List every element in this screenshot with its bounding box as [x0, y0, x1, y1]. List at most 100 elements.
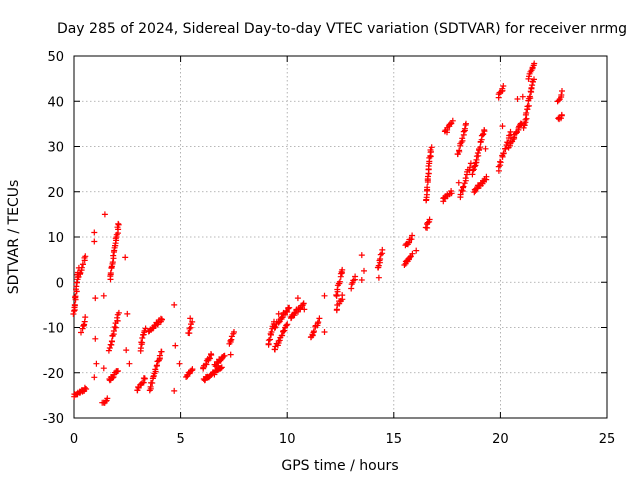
data-point [271, 346, 278, 353]
data-point [361, 267, 367, 274]
data-point [377, 251, 384, 258]
data-point [407, 254, 414, 260]
data-point [152, 366, 159, 373]
data-point [267, 336, 273, 343]
data-point [283, 322, 290, 329]
data-point [339, 292, 346, 299]
grid-layer [74, 56, 607, 418]
data-layer [70, 60, 565, 406]
data-point [409, 232, 416, 239]
data-point [333, 292, 340, 298]
data-point [375, 262, 382, 269]
data-point [426, 216, 433, 223]
y-tick-label: -10 [43, 322, 64, 337]
data-point [141, 375, 148, 382]
data-point [294, 295, 301, 302]
data-point [531, 60, 538, 67]
data-point [189, 366, 196, 373]
data-point [460, 183, 467, 190]
x-tick-label: 25 [599, 432, 616, 447]
data-point [358, 252, 365, 259]
data-point [114, 314, 121, 321]
data-point [507, 128, 514, 135]
data-point [279, 332, 286, 339]
data-point [482, 145, 489, 152]
data-point [71, 301, 78, 308]
data-point [525, 102, 532, 109]
data-point [311, 328, 317, 335]
x-tick-label: 5 [176, 432, 184, 447]
data-point [377, 256, 384, 262]
data-point [559, 88, 565, 94]
y-tick-label: -20 [43, 367, 64, 382]
data-point [156, 352, 163, 359]
data-point [104, 395, 111, 402]
data-point [172, 342, 179, 349]
data-point [268, 329, 275, 335]
data-point [78, 264, 85, 271]
data-point [526, 93, 533, 100]
data-point [479, 131, 486, 138]
data-point [336, 278, 343, 285]
data-point [159, 316, 165, 323]
data-point [481, 127, 488, 133]
data-point [122, 254, 129, 261]
data-point [499, 87, 506, 94]
data-point [457, 191, 464, 198]
data-point [558, 92, 565, 98]
data-point [115, 309, 122, 316]
data-point [108, 338, 115, 345]
data-point [461, 125, 468, 132]
data-point [107, 270, 114, 276]
data-point [499, 123, 506, 130]
data-point [231, 329, 237, 335]
data-point [227, 337, 234, 344]
y-tick-label: -30 [43, 412, 64, 427]
data-point [413, 247, 420, 254]
tick-layer: 0 5 10 15 20 25 -30 -20 -10 0 10 20 30 40 50 [43, 50, 616, 447]
y-tick-label: 0 [56, 276, 64, 291]
data-point [91, 238, 98, 245]
data-point [500, 83, 507, 89]
x-tick-label: 20 [492, 432, 509, 447]
data-point [206, 355, 213, 362]
data-point [379, 246, 386, 253]
data-point [275, 310, 282, 317]
y-tick-label: 10 [47, 231, 64, 246]
data-point [115, 368, 121, 374]
data-point [126, 360, 133, 367]
data-point [301, 306, 308, 313]
x-tick-label: 10 [279, 432, 296, 447]
data-point [81, 384, 88, 391]
data-point [427, 147, 434, 153]
data-point [186, 325, 193, 332]
data-point [315, 319, 322, 326]
data-point [72, 293, 79, 300]
data-point [471, 163, 478, 170]
data-point [474, 150, 481, 156]
data-point [208, 351, 214, 357]
x-axis-title: GPS time / hours [281, 458, 398, 474]
data-point [321, 292, 328, 299]
data-point [221, 352, 228, 359]
data-point [149, 380, 156, 386]
data-point [218, 365, 224, 372]
y-tick-label: 20 [47, 186, 64, 201]
data-point [171, 387, 178, 394]
data-point [155, 319, 161, 326]
chart-title: Day 285 of 2024, Sidereal Day-to-day VTE… [57, 21, 627, 37]
data-point [110, 252, 117, 259]
data-point [375, 274, 382, 281]
data-point [523, 110, 530, 116]
data-point [455, 179, 462, 186]
data-point [100, 365, 107, 372]
data-point [91, 229, 98, 236]
data-point [124, 310, 131, 317]
data-point [502, 146, 509, 152]
data-point [339, 266, 346, 273]
data-point [470, 167, 476, 174]
y-axis-title: SDTVAR / TECUs [6, 180, 22, 295]
data-point [200, 365, 207, 372]
data-point [112, 235, 119, 242]
